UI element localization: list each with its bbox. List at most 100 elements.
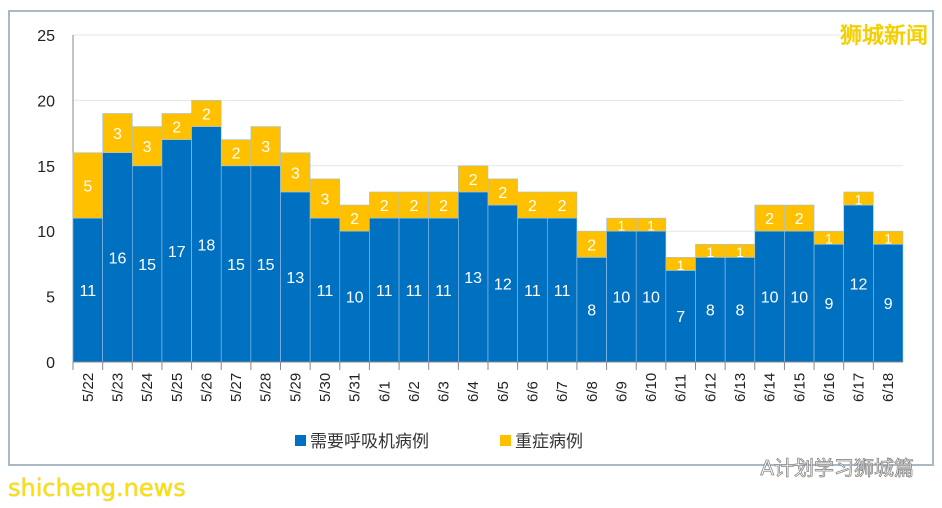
- bar-segment: [695, 257, 726, 363]
- bar-segment: [517, 217, 548, 363]
- data-label: 10: [790, 290, 808, 307]
- bar-segment: [635, 217, 667, 232]
- bar-segment: [369, 217, 400, 363]
- data-label: 10: [612, 290, 630, 307]
- bar-segment: [250, 126, 281, 167]
- data-label: 3: [321, 192, 330, 209]
- x-tick-label: 5/26: [198, 373, 215, 402]
- chart-frame: [8, 10, 934, 466]
- x-tick-label: 5/27: [228, 373, 245, 402]
- data-label: 15: [227, 257, 245, 274]
- data-label: 2: [202, 106, 211, 123]
- bar-segment: [754, 230, 785, 363]
- data-label: 2: [409, 198, 418, 215]
- data-label: 12: [494, 277, 512, 294]
- bar-segment: [873, 230, 904, 245]
- data-label: 1: [884, 231, 892, 247]
- bar-segment: [72, 152, 103, 219]
- bar-segment: [784, 204, 815, 232]
- data-label: 2: [558, 198, 567, 215]
- bar-segment: [369, 191, 400, 219]
- bar-segment: [131, 126, 163, 167]
- data-label: 2: [765, 211, 774, 228]
- x-tick-label: 6/5: [495, 381, 512, 402]
- x-tick-label: 6/17: [851, 373, 868, 402]
- data-label: 8: [587, 303, 596, 320]
- bar-segment: [517, 191, 548, 219]
- data-label: 1: [677, 257, 685, 273]
- bar-segment: [724, 257, 756, 363]
- data-label: 1: [706, 244, 714, 260]
- x-tick-label: 5/30: [317, 373, 334, 402]
- bar-segment: [784, 230, 815, 363]
- data-label: 7: [676, 309, 685, 326]
- data-label: 10: [642, 290, 660, 307]
- x-tick-label: 6/15: [791, 373, 808, 402]
- y-tick-label: 0: [46, 355, 55, 372]
- bar-segment: [220, 139, 252, 167]
- data-label: 2: [587, 237, 596, 254]
- data-label: 5: [83, 178, 92, 195]
- bar-segment: [635, 230, 667, 363]
- data-label: 13: [286, 270, 304, 287]
- data-label: 3: [291, 165, 300, 182]
- x-tick-label: 6/18: [880, 373, 897, 402]
- data-label: 18: [197, 237, 215, 254]
- data-label: 9: [884, 296, 893, 313]
- x-tick-label: 6/8: [584, 381, 601, 402]
- data-label: 11: [524, 283, 541, 300]
- x-tick-label: 6/13: [732, 373, 749, 402]
- bar-segment: [339, 230, 370, 363]
- data-label: 3: [261, 139, 270, 156]
- data-label: 11: [554, 283, 571, 300]
- data-label: 15: [138, 257, 156, 274]
- data-label: 10: [761, 290, 779, 307]
- data-label: 2: [350, 211, 359, 228]
- bar-segment: [546, 191, 578, 219]
- bar-segment: [398, 217, 430, 363]
- data-label: 13: [464, 270, 482, 287]
- x-tick-label: 6/1: [376, 381, 393, 402]
- data-label: 17: [168, 244, 186, 261]
- bar-segment: [873, 243, 904, 363]
- bar-segment: [546, 217, 578, 363]
- x-tick-label: 5/28: [258, 373, 275, 402]
- data-label: 3: [113, 126, 122, 143]
- legend-label: 重症病例: [515, 432, 583, 452]
- data-label: 1: [736, 244, 744, 260]
- bar-segment: [665, 270, 696, 363]
- x-tick-label: 6/4: [465, 381, 482, 402]
- legend-swatch: [295, 435, 306, 446]
- bar-segment: [280, 191, 311, 363]
- bar-segment: [309, 217, 341, 363]
- data-label: 16: [109, 250, 127, 267]
- x-tick-label: 6/12: [702, 373, 719, 402]
- brand-watermark: 狮城新闻: [839, 24, 928, 49]
- data-label: 2: [380, 198, 389, 215]
- x-tick-label: 5/24: [139, 373, 156, 402]
- data-label: 1: [855, 192, 863, 208]
- bar-segment: [487, 178, 518, 206]
- x-tick-label: 6/7: [554, 381, 571, 402]
- data-label: 12: [850, 277, 868, 294]
- bar-segment: [428, 217, 459, 363]
- x-tick-label: 6/16: [821, 373, 838, 402]
- y-tick-label: 25: [37, 28, 55, 45]
- bar-segment: [191, 100, 222, 127]
- data-label: 11: [317, 283, 334, 300]
- x-tick-label: 6/10: [643, 373, 660, 402]
- bar-segment: [754, 204, 785, 232]
- bar-segment: [102, 113, 133, 154]
- x-tick-label: 5/23: [109, 373, 126, 402]
- x-tick-label: 6/11: [673, 374, 690, 402]
- data-label: 11: [435, 283, 452, 300]
- data-label: 2: [172, 120, 181, 137]
- legend-swatch: [500, 435, 511, 446]
- x-tick-label: 5/31: [347, 373, 364, 402]
- legend-label: 需要呼吸机病例: [310, 432, 429, 452]
- bar-segment: [309, 178, 341, 219]
- x-tick-label: 5/25: [169, 373, 186, 402]
- data-label: 8: [706, 303, 715, 320]
- bar-segment: [843, 204, 874, 363]
